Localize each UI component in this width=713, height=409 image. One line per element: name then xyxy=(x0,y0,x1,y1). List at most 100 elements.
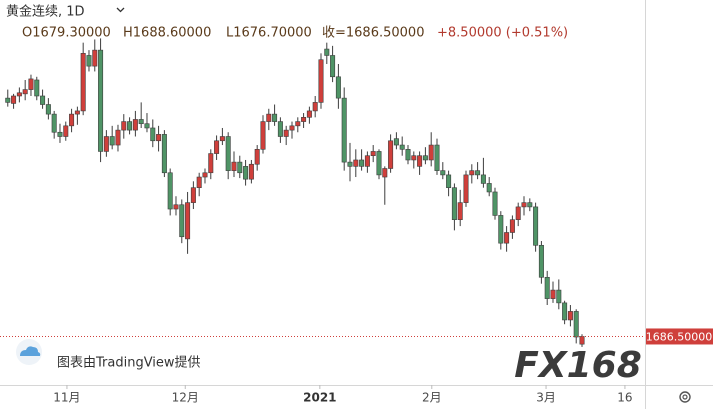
candle-body xyxy=(417,155,423,167)
candle-body xyxy=(393,138,399,146)
candle-body xyxy=(538,244,544,278)
candle-body xyxy=(16,92,22,97)
candle-body xyxy=(567,311,573,321)
candle-body xyxy=(190,187,196,203)
candle-body xyxy=(295,121,301,127)
candle-body xyxy=(498,215,504,244)
candle-body xyxy=(272,113,278,122)
plot-area xyxy=(0,38,645,347)
candle-body xyxy=(544,276,550,299)
candle-body xyxy=(63,125,69,137)
candle-body xyxy=(504,232,510,244)
candle-body xyxy=(457,202,463,220)
candle-body xyxy=(132,119,138,131)
candle-body xyxy=(306,110,312,118)
candle-body xyxy=(533,206,539,246)
candle-body xyxy=(202,172,208,178)
candle-body xyxy=(150,127,156,142)
candle-body xyxy=(283,129,289,137)
legend-value: +8.50000 (+0.51%) xyxy=(437,26,568,41)
candle-body xyxy=(335,76,341,99)
candle-body xyxy=(359,159,365,167)
candle-body xyxy=(115,129,121,146)
candle-body xyxy=(562,302,568,321)
candle-body xyxy=(556,289,562,304)
candle-body xyxy=(353,159,359,167)
candle-body xyxy=(330,55,336,78)
last-price-label: 1686.50000 xyxy=(646,330,712,343)
candle-body xyxy=(173,204,179,210)
candle-body xyxy=(208,153,214,174)
candle-body xyxy=(301,117,307,122)
candle-body xyxy=(103,136,109,152)
legend-value: L1676.70000 xyxy=(226,26,312,41)
candle-body xyxy=(231,161,237,171)
candle-body xyxy=(196,176,202,189)
ohlc-legend: O1679.30000 H1688.60000 L1676.70000 收=1686.… xyxy=(22,26,568,41)
dropdown-chevron[interactable] xyxy=(116,7,125,13)
candle-body xyxy=(364,155,370,167)
candle-body xyxy=(388,140,394,169)
candle-body xyxy=(579,336,585,345)
candle-body xyxy=(521,202,527,208)
candle-body xyxy=(277,121,283,137)
candle-body xyxy=(156,134,162,142)
candle-body xyxy=(80,53,86,112)
candle-body xyxy=(109,136,115,146)
candle-body xyxy=(74,110,80,115)
candle-body xyxy=(475,170,481,176)
candle-body xyxy=(480,174,486,184)
x-tick-label: 2月 xyxy=(422,391,442,405)
candle-body xyxy=(219,136,225,142)
legend-value: H1688.60000 xyxy=(123,26,211,41)
x-tick-label: 2021 xyxy=(303,391,336,405)
settings-button[interactable] xyxy=(679,391,691,403)
candle-body xyxy=(92,49,98,67)
candle-body xyxy=(515,206,521,220)
candle-body xyxy=(550,289,556,299)
candle-body xyxy=(492,191,498,216)
candle-body xyxy=(248,163,254,180)
candle-body xyxy=(161,134,167,174)
credit-text: 图表由TradingView提供 xyxy=(57,355,201,371)
candle-body xyxy=(40,95,46,105)
candle-body xyxy=(11,95,17,104)
candle-body xyxy=(28,78,34,90)
candle-body xyxy=(254,149,260,165)
candle-body xyxy=(237,161,243,174)
candle-body xyxy=(179,204,185,238)
candle-body xyxy=(260,121,266,150)
candle-body xyxy=(243,166,249,180)
symbol-title[interactable]: 黄金连续, 1D xyxy=(6,4,85,20)
candle-body xyxy=(121,121,127,131)
candle-body xyxy=(214,140,220,154)
candle-body xyxy=(225,136,231,171)
candle-body xyxy=(376,151,382,176)
candle-body xyxy=(324,48,330,56)
candle-body xyxy=(428,144,434,161)
candle-body xyxy=(469,170,475,176)
candle-body xyxy=(138,119,144,125)
candle-body xyxy=(185,202,191,240)
candle-body xyxy=(34,79,40,97)
candle-body xyxy=(167,172,173,210)
candle-body xyxy=(22,89,28,95)
candle-body xyxy=(486,183,492,193)
candle-body xyxy=(509,219,515,233)
candle-body xyxy=(434,144,440,171)
candle-body xyxy=(86,55,92,67)
x-tick-label: 12月 xyxy=(172,391,199,405)
candle-body xyxy=(266,113,272,122)
candle-body xyxy=(289,125,295,131)
legend-value: 收=1686.50000 xyxy=(322,26,424,41)
candle-body xyxy=(144,123,150,129)
gear-ring xyxy=(679,391,691,403)
candle-body xyxy=(405,149,411,161)
candle-body xyxy=(312,102,318,112)
legend-value: O1679.30000 xyxy=(22,26,111,41)
candle-body xyxy=(440,170,446,176)
candle-body xyxy=(127,121,133,131)
x-tick-label: 16 xyxy=(617,391,632,405)
candle-body xyxy=(57,131,63,137)
